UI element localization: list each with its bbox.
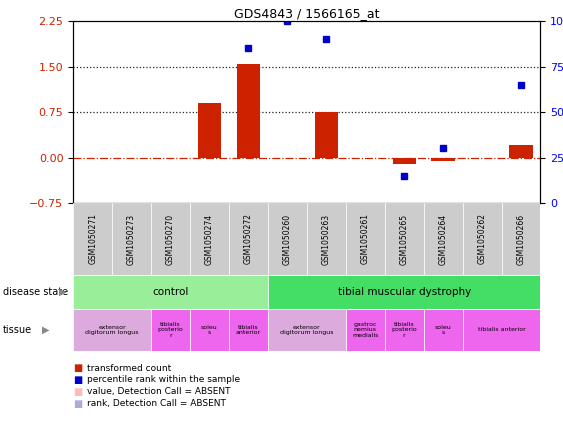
Text: ■: ■ xyxy=(73,387,82,397)
Bar xyxy=(431,158,455,161)
Bar xyxy=(151,203,190,275)
Text: extensor
digitorum longus: extensor digitorum longus xyxy=(280,324,334,335)
Text: ▶: ▶ xyxy=(59,287,66,297)
Text: disease state: disease state xyxy=(3,287,68,297)
Text: GSM1050273: GSM1050273 xyxy=(127,214,136,264)
Bar xyxy=(268,203,307,275)
Bar xyxy=(423,203,463,275)
Bar xyxy=(315,112,338,158)
Bar xyxy=(463,309,540,351)
Bar xyxy=(73,203,112,275)
Text: ■: ■ xyxy=(73,375,82,385)
Bar xyxy=(151,309,190,351)
Bar xyxy=(237,63,260,158)
Text: tibialis anterior: tibialis anterior xyxy=(477,327,525,332)
Bar xyxy=(385,309,423,351)
Text: ■: ■ xyxy=(73,363,82,373)
Bar xyxy=(423,309,463,351)
Text: tibial muscular dystrophy: tibial muscular dystrophy xyxy=(338,287,471,297)
Text: percentile rank within the sample: percentile rank within the sample xyxy=(87,375,240,385)
Text: ■: ■ xyxy=(73,398,82,409)
Text: tissue: tissue xyxy=(3,325,32,335)
Text: GSM1050265: GSM1050265 xyxy=(400,214,409,264)
Text: rank, Detection Call = ABSENT: rank, Detection Call = ABSENT xyxy=(87,399,226,408)
Bar xyxy=(229,203,268,275)
Text: GSM1050266: GSM1050266 xyxy=(516,214,525,264)
Text: soleu
s: soleu s xyxy=(201,324,218,335)
Bar xyxy=(392,158,416,164)
Bar xyxy=(502,203,540,275)
Text: gastroc
nemius
medialis: gastroc nemius medialis xyxy=(352,321,378,338)
Text: GSM1050260: GSM1050260 xyxy=(283,214,292,264)
Text: ▶: ▶ xyxy=(42,325,50,335)
Bar xyxy=(190,309,229,351)
Text: tibialis
anterior: tibialis anterior xyxy=(236,324,261,335)
Text: GSM1050270: GSM1050270 xyxy=(166,214,175,264)
Text: soleu
s: soleu s xyxy=(435,324,452,335)
Bar xyxy=(73,309,151,351)
Bar xyxy=(268,309,346,351)
Bar xyxy=(229,309,268,351)
Text: GSM1050262: GSM1050262 xyxy=(477,214,486,264)
Bar xyxy=(198,103,221,158)
Text: GSM1050261: GSM1050261 xyxy=(361,214,370,264)
Bar xyxy=(510,146,533,158)
Bar xyxy=(385,203,423,275)
Bar xyxy=(190,203,229,275)
Text: GSM1050274: GSM1050274 xyxy=(205,214,214,264)
Bar xyxy=(268,275,540,309)
Text: transformed count: transformed count xyxy=(87,363,172,373)
Bar xyxy=(73,275,268,309)
Text: GSM1050272: GSM1050272 xyxy=(244,214,253,264)
Bar xyxy=(346,203,385,275)
Text: tibialis
posterio
r: tibialis posterio r xyxy=(391,321,417,338)
Bar xyxy=(346,309,385,351)
Text: GSM1050264: GSM1050264 xyxy=(439,214,448,264)
Text: control: control xyxy=(153,287,189,297)
Text: tibialis
posterio
r: tibialis posterio r xyxy=(158,321,184,338)
Text: extensor
digitorum longus: extensor digitorum longus xyxy=(86,324,139,335)
Bar xyxy=(463,203,502,275)
Text: value, Detection Call = ABSENT: value, Detection Call = ABSENT xyxy=(87,387,231,396)
Text: GSM1050271: GSM1050271 xyxy=(88,214,97,264)
Title: GDS4843 / 1566165_at: GDS4843 / 1566165_at xyxy=(234,7,379,20)
Bar xyxy=(307,203,346,275)
Bar xyxy=(112,203,151,275)
Text: GSM1050263: GSM1050263 xyxy=(322,214,331,264)
